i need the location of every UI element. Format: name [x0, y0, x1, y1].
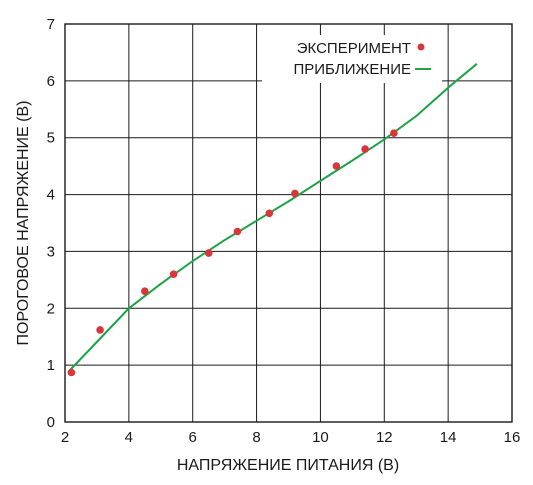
x-tick-labels: 2 4 6 8 10 12 14 16: [61, 429, 521, 446]
experiment-point: [233, 227, 242, 236]
x-tick-label: 8: [252, 429, 260, 446]
experiment-point: [265, 209, 274, 218]
experiment-point: [96, 326, 104, 334]
x-tick-label: 16: [504, 429, 521, 446]
fit-line: [67, 63, 478, 373]
y-tick-label: 0: [47, 414, 55, 431]
y-axis-label: ПОРОГОВОЕ НАПРЯЖЕНИЕ (В): [15, 101, 32, 346]
experiment-point: [204, 249, 213, 257]
plot-area: [65, 24, 512, 422]
y-tick-label: 6: [47, 73, 55, 90]
y-tick-labels: 0 1 2 3 4 5 6 7: [47, 16, 55, 431]
x-tick-label: 6: [189, 429, 197, 446]
grid: [64, 23, 513, 423]
y-tick-label: 5: [47, 130, 55, 147]
y-tick-label: 3: [47, 243, 55, 260]
y-tick-label: 1: [47, 357, 55, 374]
y-tick-label: 7: [47, 16, 55, 33]
experiment-point: [141, 287, 149, 296]
experiment-point: [390, 129, 398, 137]
experiment-point: [332, 162, 341, 170]
experiment-point: [67, 368, 76, 377]
x-tick-label: 2: [61, 429, 69, 446]
legend-background: [262, 35, 442, 83]
plot-frame: [64, 23, 513, 423]
series-layer: [67, 63, 478, 377]
x-tick-label: 10: [312, 429, 329, 446]
legend-label-experiment: ЭКСПЕРИМЕНТ: [297, 40, 411, 57]
y-tick-label: 4: [47, 187, 55, 204]
x-tick-label: 14: [440, 429, 457, 446]
experiment-point: [361, 145, 369, 153]
experiment-point: [169, 270, 178, 279]
legend-marker-experiment: [417, 43, 425, 51]
legend-label-fit: ПРИБЛИЖЕНИЕ: [293, 61, 411, 78]
x-tick-label: 12: [376, 429, 393, 446]
experiment-point: [291, 189, 299, 198]
y-tick-label: 2: [47, 300, 55, 317]
x-tick-label: 4: [125, 429, 133, 446]
legend: ЭКСПЕРИМЕНТ ПРИБЛИЖЕНИЕ: [262, 35, 442, 83]
x-axis-label: НАПРЯЖЕНИЕ ПИТАНИЯ (В): [177, 457, 399, 474]
